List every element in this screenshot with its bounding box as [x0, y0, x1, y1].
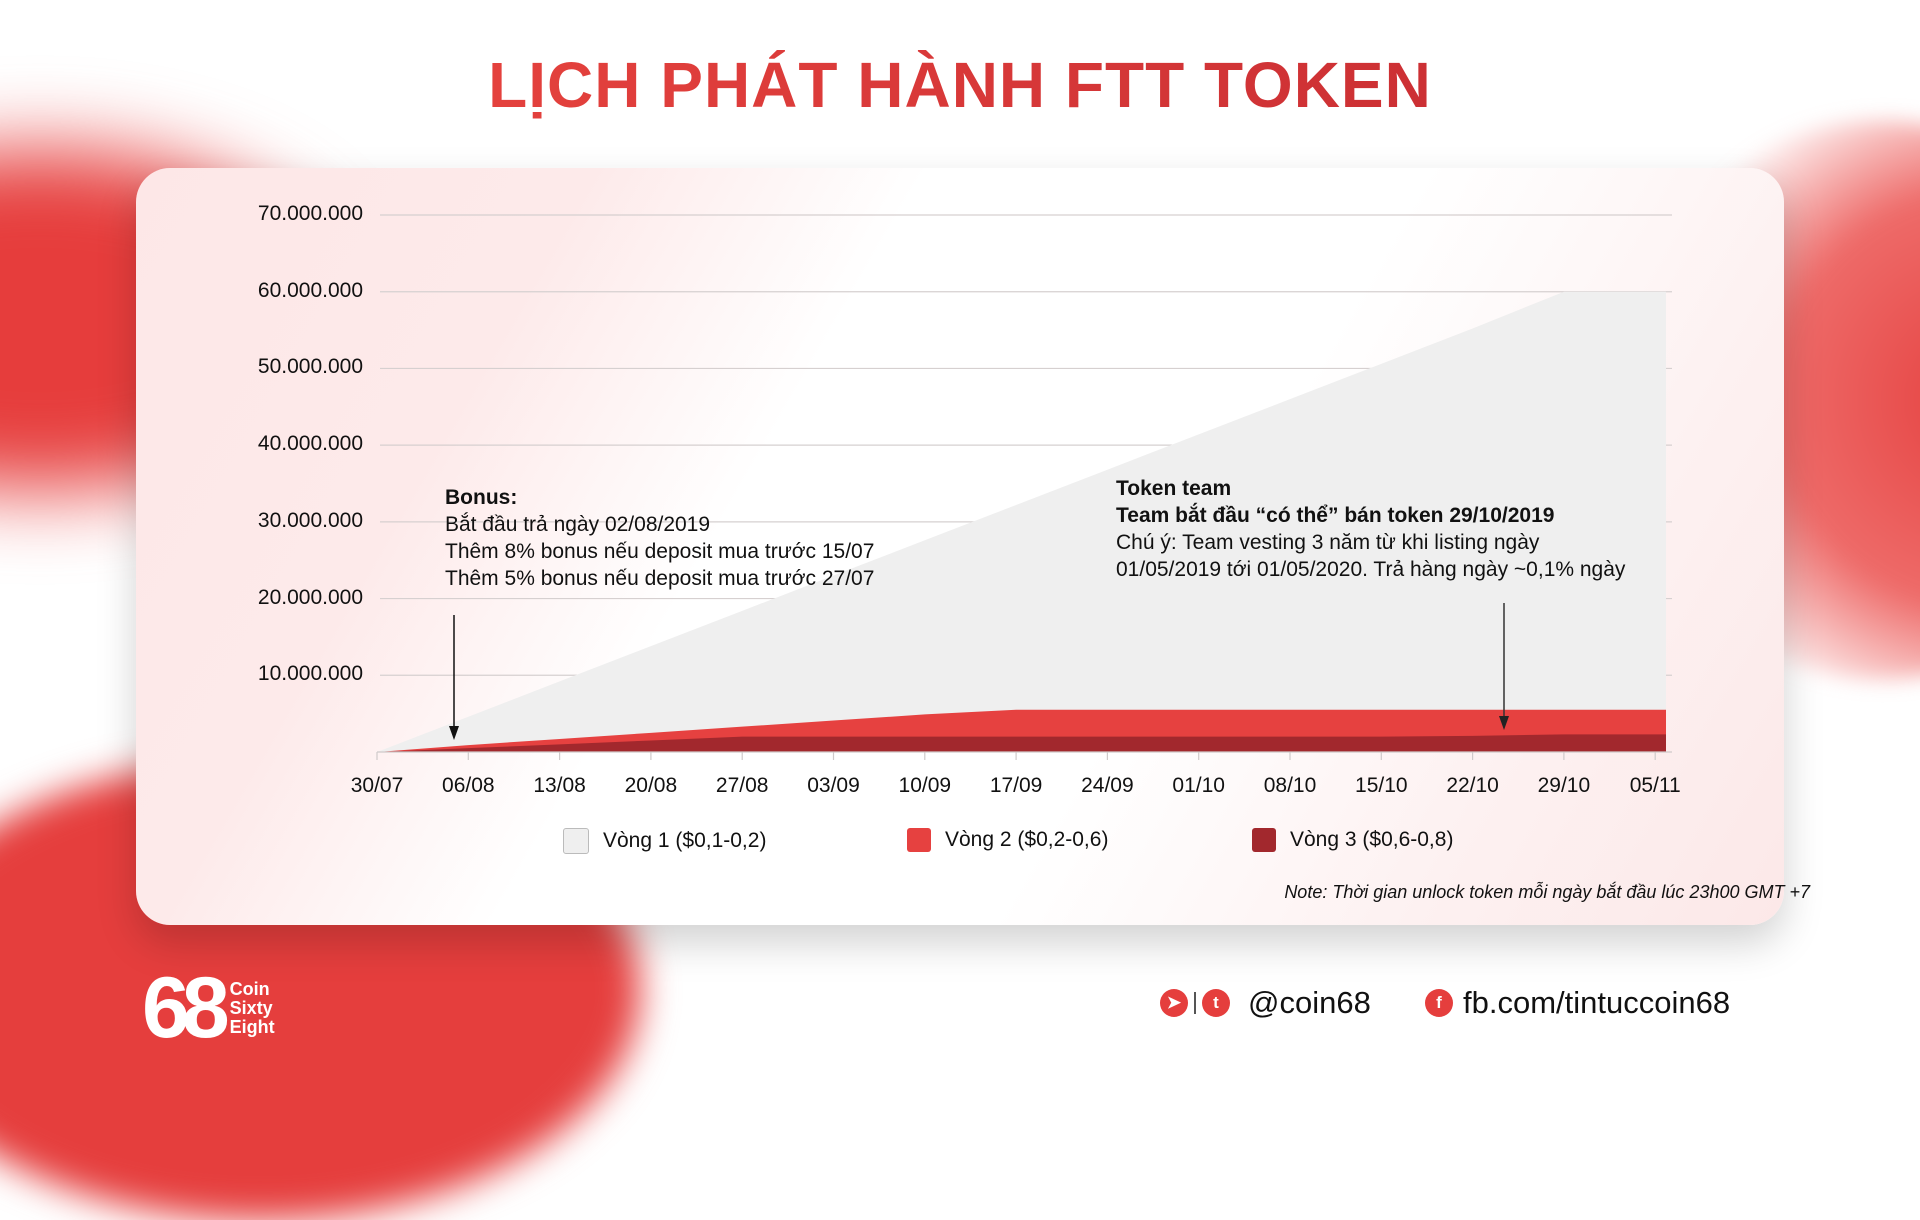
x-axis-label: 15/10: [1355, 774, 1408, 797]
handle-text: @coin68: [1248, 985, 1371, 1020]
coin68-logo: 68 Coin Sixty Eight: [142, 965, 275, 1051]
area-series: [377, 291, 1666, 752]
annotation-team-line: Chú ý: Team vesting 3 năm từ khi listing…: [1116, 531, 1540, 554]
x-axis-label: 01/10: [1172, 774, 1225, 797]
annotation-arrows: [449, 603, 1509, 740]
arrow-down-icon: [1499, 716, 1509, 730]
divider: [1194, 992, 1196, 1014]
annotation-bonus-line: Thêm 8% bonus nếu deposit mua trước 15/0…: [445, 540, 875, 563]
logo-number: 68: [142, 960, 230, 1056]
legend-swatch: [563, 828, 589, 854]
arrow-down-icon: [449, 726, 459, 740]
x-axis-label: 30/07: [350, 774, 404, 797]
x-axis-label: 05/11: [1629, 774, 1681, 797]
x-axis-label: 06/08: [442, 774, 495, 797]
legend-item-vong2: Vòng 2 ($0,2-0,6): [907, 828, 1108, 852]
annotation-bonus-heading: Bonus:: [445, 486, 518, 509]
annotation-team-subheading: Team bắt đầu “có thể” bán token 29/10/20…: [1116, 504, 1555, 527]
facebook-link[interactable]: f fb.com/tintuccoin68: [1425, 985, 1730, 1021]
x-axis-label: 29/10: [1537, 774, 1591, 797]
area-chart: [376, 214, 1672, 760]
legend-label: Vòng 2 ($0,2-0,6): [945, 828, 1109, 851]
x-axis-label: 22/10: [1446, 774, 1499, 797]
annotation-bonus-line: Thêm 5% bonus nếu deposit mua trước 27/0…: [445, 567, 875, 590]
x-axis-label: 27/08: [715, 774, 769, 797]
page-title: LỊCH PHÁT HÀNH FTT TOKEN: [0, 48, 1920, 122]
annotation-team-line: 01/05/2019 tới 01/05/2020. Trả hàng ngày…: [1116, 558, 1626, 581]
x-axis-label: 03/09: [807, 774, 860, 797]
logo-text: Coin Sixty Eight: [229, 978, 275, 1037]
legend-swatch: [907, 828, 931, 852]
y-axis-label: 30.000.000: [257, 508, 363, 532]
legend-label: Vòng 3 ($0,6-0,8): [1290, 828, 1454, 851]
area-series: [377, 734, 1666, 752]
legend-swatch: [1252, 828, 1276, 852]
y-axis-label: 20.000.000: [257, 585, 363, 609]
legend-item-vong1: Vòng 1 ($0,1-0,2): [563, 828, 766, 854]
x-axis-label: 10/09: [898, 774, 952, 797]
chart-note: Note: Thời gian unlock token mỗi ngày bắ…: [1284, 882, 1810, 902]
y-axis-label: 10.000.000: [257, 662, 363, 686]
legend-label: Vòng 1 ($0,1-0,2): [603, 829, 767, 852]
facebook-icon: f: [1425, 989, 1453, 1017]
y-axis-label: 40.000.000: [257, 432, 363, 456]
y-axis-label: 50.000.000: [257, 355, 363, 379]
annotation-bonus: Bonus: Bắt đầu trả ngày 02/08/2019 Thêm …: [445, 484, 874, 592]
annotation-team: Token team Team bắt đầu “có thể” bán tok…: [1116, 475, 1625, 583]
x-axis-label: 13/08: [533, 774, 586, 797]
x-axis-label: 17/09: [989, 774, 1043, 797]
twitter-icon: t: [1202, 989, 1230, 1017]
x-axis: [376, 751, 1672, 760]
annotation-bonus-line: Bắt đầu trả ngày 02/08/2019: [445, 513, 711, 536]
chart-areas: [377, 291, 1666, 752]
facebook-text: fb.com/tintuccoin68: [1463, 985, 1731, 1020]
x-axis-label: 24/09: [1081, 774, 1134, 797]
social-handle[interactable]: ➤ t @coin68: [1160, 985, 1371, 1021]
annotation-team-heading: Token team: [1116, 477, 1232, 500]
legend-item-vong3: Vòng 3 ($0,6-0,8): [1252, 828, 1453, 852]
y-axis-label: 70.000.000: [257, 202, 363, 225]
telegram-icon: ➤: [1160, 989, 1188, 1017]
x-axis-label: 08/10: [1263, 774, 1317, 797]
y-axis-label: 60.000.000: [257, 278, 363, 302]
x-axis-label: 20/08: [624, 774, 678, 797]
